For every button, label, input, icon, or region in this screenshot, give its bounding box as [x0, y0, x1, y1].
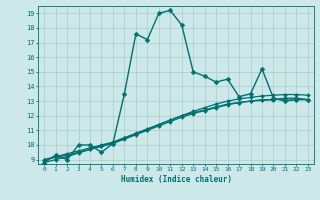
X-axis label: Humidex (Indice chaleur): Humidex (Indice chaleur): [121, 175, 231, 184]
